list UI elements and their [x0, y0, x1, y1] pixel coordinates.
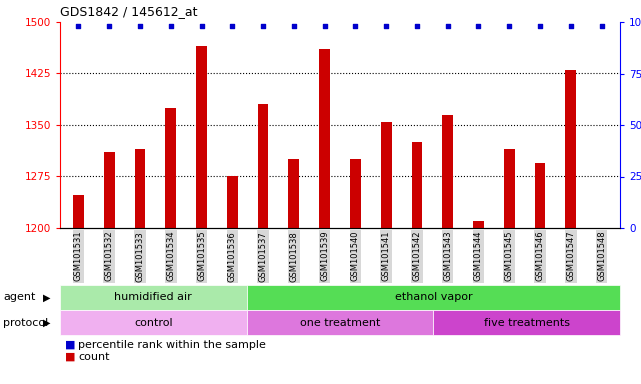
- Text: percentile rank within the sample: percentile rank within the sample: [78, 340, 266, 350]
- Text: humidified air: humidified air: [115, 293, 192, 303]
- Point: [412, 23, 422, 29]
- Point: [73, 23, 83, 29]
- Bar: [165, 108, 176, 228]
- Text: one treatment: one treatment: [300, 318, 380, 328]
- Point: [227, 23, 237, 29]
- Point: [135, 23, 145, 29]
- Point: [319, 23, 329, 29]
- Text: ▶: ▶: [43, 293, 51, 303]
- Text: five treatments: five treatments: [484, 318, 570, 328]
- Point: [535, 23, 545, 29]
- Bar: [442, 115, 453, 228]
- Point: [473, 23, 483, 29]
- Point: [258, 23, 268, 29]
- Bar: [504, 149, 515, 228]
- Bar: [350, 159, 361, 228]
- Point: [165, 23, 176, 29]
- Bar: [73, 195, 84, 228]
- Point: [565, 23, 576, 29]
- Point: [350, 23, 360, 29]
- Point: [381, 23, 391, 29]
- Point: [442, 23, 453, 29]
- Bar: [288, 159, 299, 228]
- Point: [196, 23, 206, 29]
- Bar: [565, 70, 576, 228]
- Point: [104, 23, 114, 29]
- Bar: [196, 46, 207, 228]
- Point: [288, 23, 299, 29]
- Bar: [104, 152, 115, 228]
- Bar: [258, 104, 269, 228]
- Text: ■: ■: [65, 340, 76, 350]
- Point: [504, 23, 514, 29]
- Bar: [473, 221, 484, 228]
- Text: GDS1842 / 145612_at: GDS1842 / 145612_at: [60, 5, 197, 18]
- Bar: [381, 122, 392, 228]
- Text: protocol: protocol: [3, 318, 49, 328]
- Bar: [227, 177, 238, 228]
- Bar: [319, 50, 330, 228]
- Text: count: count: [78, 352, 110, 362]
- Bar: [535, 163, 545, 228]
- Text: ▶: ▶: [43, 318, 51, 328]
- Text: ■: ■: [65, 352, 76, 362]
- Bar: [412, 142, 422, 228]
- Bar: [135, 149, 146, 228]
- Text: ethanol vapor: ethanol vapor: [394, 293, 472, 303]
- Point: [596, 23, 606, 29]
- Text: agent: agent: [3, 293, 36, 303]
- Text: control: control: [134, 318, 172, 328]
